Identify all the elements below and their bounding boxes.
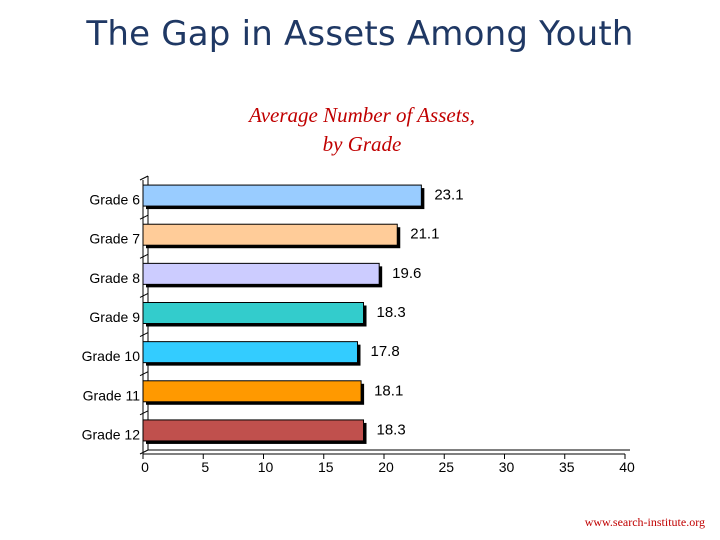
y-tick [139,214,149,220]
category-label: Grade 7 [89,231,140,247]
chart-title: Average Number of Assets, by Grade [247,103,475,156]
source-footer: www.search-institute.org [584,515,705,529]
y-tick [139,292,149,298]
bar [142,262,380,285]
y-tick [139,175,149,181]
data-label: 18.1 [374,382,403,399]
bar [142,380,362,403]
y-tick [139,410,149,416]
x-tick-label: 35 [559,459,575,475]
x-tick-label: 25 [438,459,454,475]
data-label: 21.1 [410,226,439,243]
x-tick-label: 30 [499,459,515,475]
data-label: 18.3 [377,304,406,321]
category-label: Grade 11 [83,387,141,403]
category-label: Grade 9 [89,309,140,325]
slide-title: The Gap in Assets Among Youth [86,14,634,54]
x-tick-label: 0 [141,459,149,475]
data-label: 23.1 [434,187,463,204]
y-tick [139,371,149,377]
bar [142,302,365,324]
bar [142,184,422,207]
bar [142,341,358,364]
x-tick-label: 15 [318,459,334,475]
category-label: Grade 10 [82,348,141,364]
chart-labels: 0 5 10 15 20 25 30 35 40 Grade 6 23.1 Grade 7 21.1 Gr… [82,187,635,475]
category-label: Grade 6 [89,192,140,208]
data-label: 18.3 [377,421,406,438]
chart-bars [142,184,425,444]
x-tick-label: 20 [378,459,394,475]
category-label: Grade 12 [82,426,141,442]
category-label: Grade 8 [89,270,140,286]
x-tick-label: 40 [619,459,635,475]
data-label: 17.8 [370,343,399,360]
y-tick [139,253,149,259]
y-tick [139,449,149,455]
bar [142,419,365,442]
data-label: 19.6 [392,265,421,282]
x-tick-label: 5 [201,459,209,475]
chart-title-line: Average Number of Assets, [247,103,475,127]
y-tick [139,332,149,338]
chart-title-line: by Grade [323,132,402,156]
bar [142,223,398,246]
x-tick-label: 10 [258,459,274,475]
